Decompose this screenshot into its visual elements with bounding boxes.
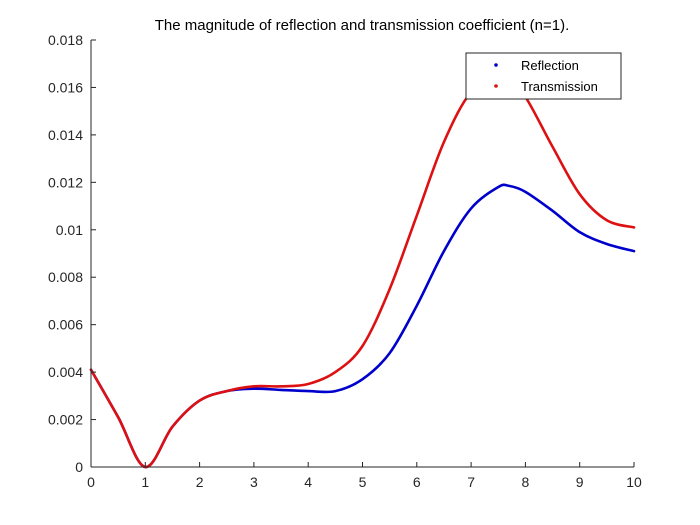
y-tick-label: 0.016 [48,79,83,95]
x-tick-label: 9 [576,474,584,490]
x-tick-label: 0 [87,474,95,490]
y-tick-label: 0.004 [48,364,83,380]
x-tick-label: 2 [196,474,204,490]
x-tick-label: 3 [250,474,258,490]
x-tick-label: 5 [359,474,367,490]
x-tick-label: 1 [141,474,149,490]
x-tick-label: 4 [304,474,312,490]
legend-marker-reflection [494,63,498,67]
axes-layer: 0 1 2 3 4 5 6 7 8 9 10 0 0.002 0.004 0.006 0.008 0.01 0.0… [48,32,642,490]
y-tick-label: 0.01 [56,222,83,238]
y-tick-label: 0.008 [48,269,83,285]
chart-title: The magnitude of reflection and transmis… [155,17,570,34]
y-tick-label: 0.012 [48,174,83,190]
legend-box [465,52,622,100]
x-tick-label: 6 [413,474,421,490]
legend: Reflection Transmission [465,52,622,100]
y-tick-label: 0 [75,459,83,475]
x-tick-label: 10 [626,474,642,490]
y-tick-label: 0.006 [48,317,83,333]
legend-label-reflection: Reflection [521,58,579,73]
x-tick-label: 8 [522,474,530,490]
y-tick-label: 0.018 [48,32,83,48]
x-tick-label: 7 [467,474,475,490]
y-tick-label: 0.002 [48,412,83,428]
legend-marker-transmission [494,84,498,88]
series-layer [89,78,636,469]
series-line-transmission [89,78,636,469]
legend-label-transmission: Transmission [521,79,598,94]
y-tick-label: 0.014 [48,127,83,143]
